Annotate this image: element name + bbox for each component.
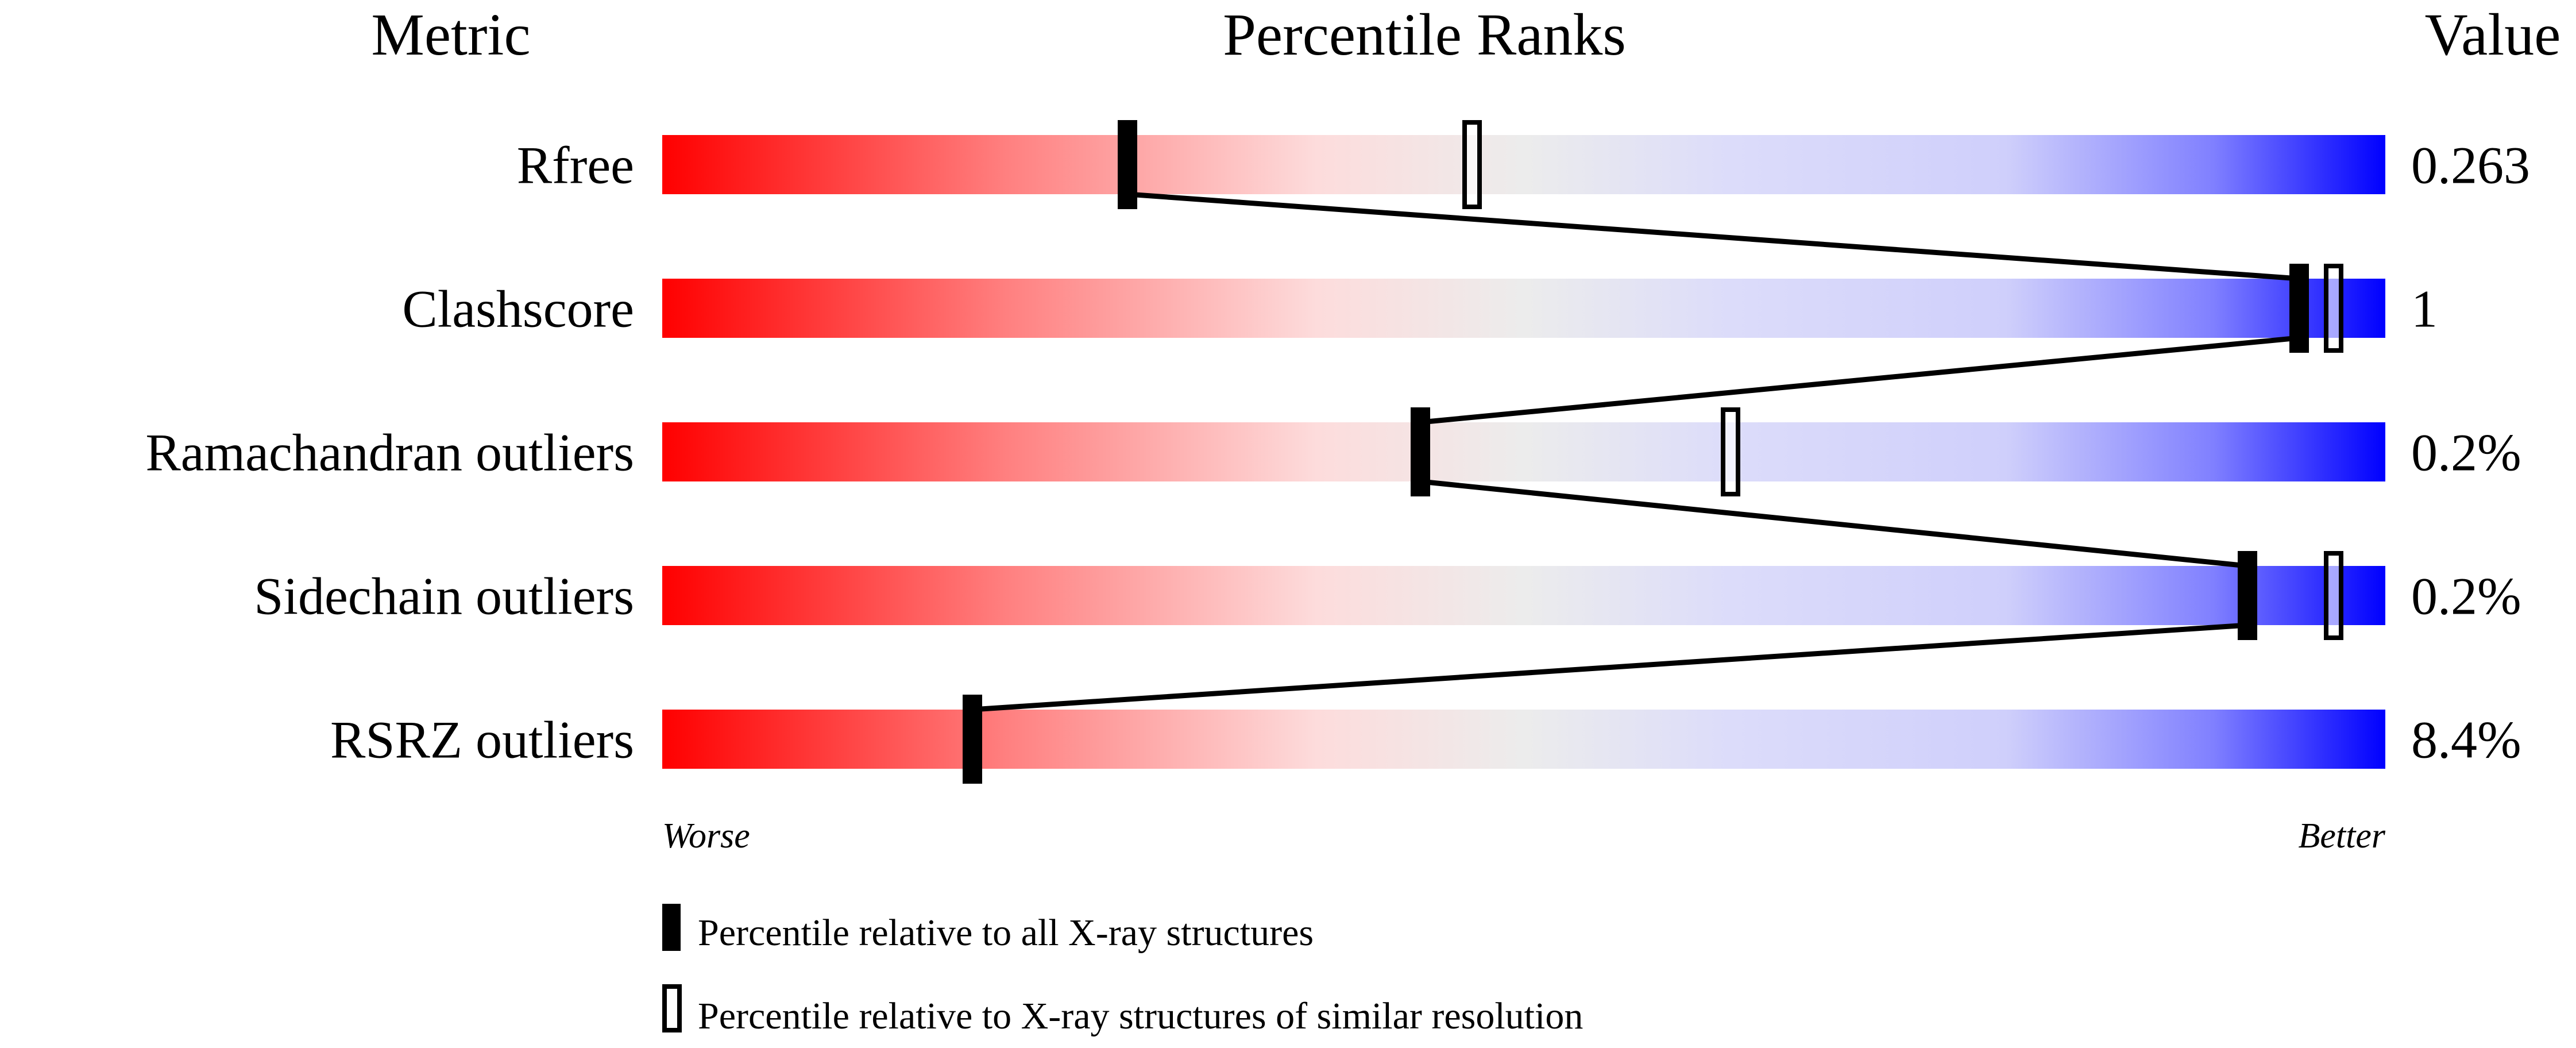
connector-line [972,622,2248,712]
percentile-all-marker [1411,407,1430,496]
header-value: Value [2425,2,2561,68]
percentile-bar [662,422,2385,481]
percentile-bar [662,710,2385,769]
percentile-similar-marker [2324,551,2343,640]
metric-value: 0.263 [2411,136,2530,195]
legend-filled-label: Percentile relative to all X-ray structu… [698,912,1314,954]
percentile-all-marker [2238,551,2257,640]
percentile-all-marker [2289,264,2309,353]
connector-line [1127,191,2300,282]
header-metric: Metric [371,2,530,68]
metric-value: 0.2% [2411,423,2521,482]
legend-filled-marker [662,904,681,951]
percentile-bar [662,279,2385,338]
connector-line [1420,335,2300,425]
percentile-all-marker [963,695,982,784]
percentile-bar [662,135,2385,194]
percentile-similar-marker [1721,407,1740,496]
percentile-similar-marker [2324,264,2343,353]
percentile-bar [662,566,2385,625]
metric-label: Clashscore [402,280,634,338]
metric-label: Rfree [517,136,634,195]
legend-open-marker [662,984,682,1032]
percentile-all-marker [1118,120,1137,209]
connector-line [1420,479,2248,569]
metric-value: 0.2% [2411,567,2521,626]
header-percentile-ranks: Percentile Ranks [1223,2,1626,68]
metric-value: 1 [2411,280,2438,338]
metric-label: Sidechain outliers [254,567,634,626]
metric-label: RSRZ outliers [330,711,634,769]
legend-open-label: Percentile relative to X-ray structures … [698,995,1583,1037]
axis-worse-label: Worse [662,816,750,856]
percentile-similar-marker [1462,120,1482,209]
axis-better-label: Better [2299,816,2386,856]
metric-label: Ramachandran outliers [145,423,634,482]
metric-value: 8.4% [2411,711,2521,769]
